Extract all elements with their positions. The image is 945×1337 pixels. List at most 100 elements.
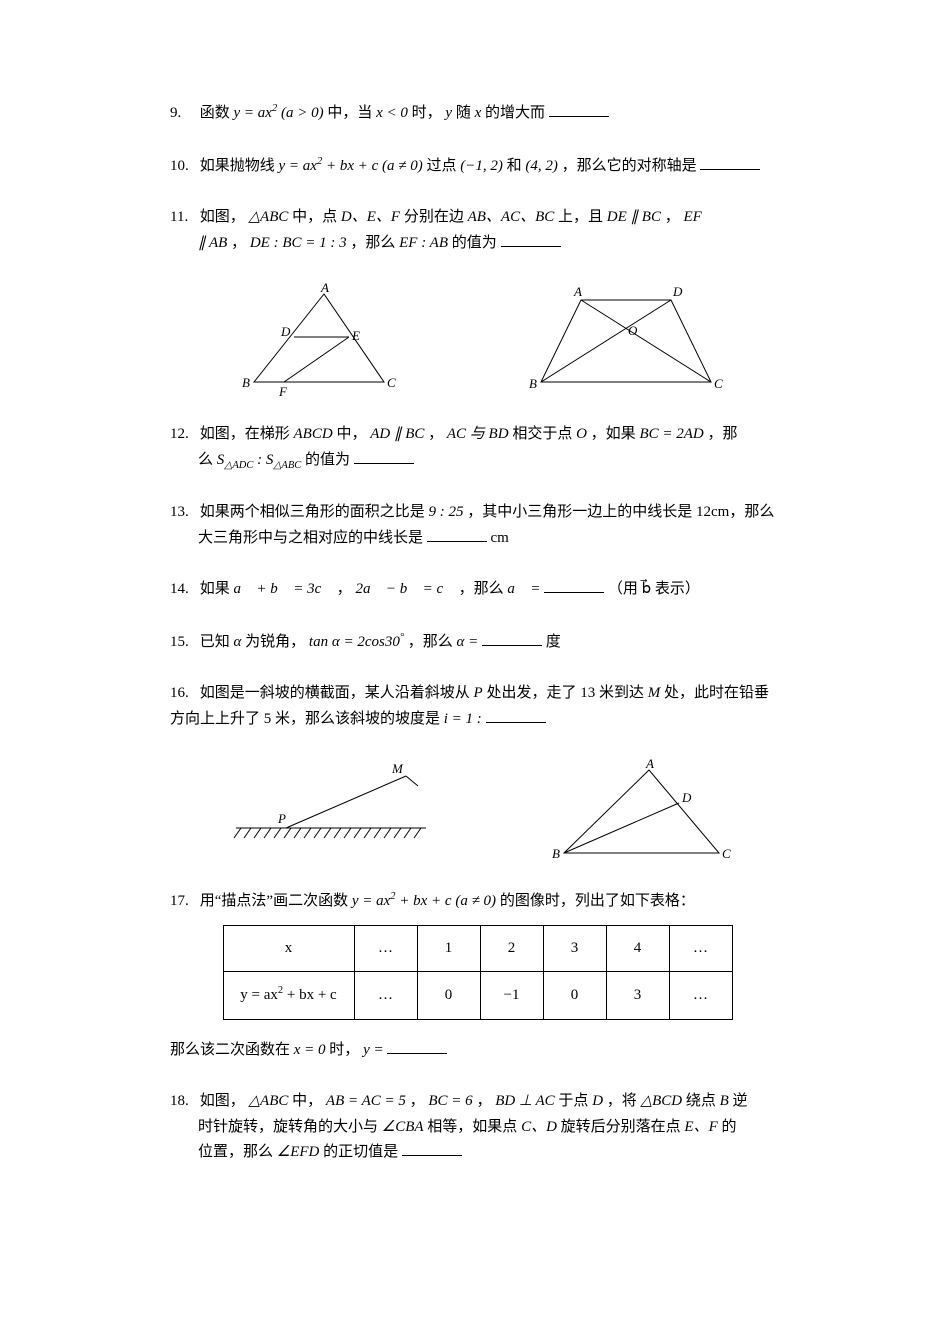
pt: P [474,685,483,701]
ratio: S△ADC : S△ABC [217,452,305,468]
text: 分别在边 [404,209,464,225]
text: 如图， [200,209,245,225]
answer-blank [354,448,414,464]
table-cell: −1 [480,972,543,1020]
answer-blank [544,577,604,593]
var: x [475,105,482,121]
table-cell: x [223,925,354,972]
label-C: C [714,376,723,391]
ask: a⃗ = [507,581,540,597]
text: （用 b⃗ 表示） [608,581,700,597]
text: ， [231,235,246,251]
eq: a⃗ + b⃗ = 3c⃗ [234,581,333,597]
figure-16-left: P M [216,758,446,848]
text: 的值为 [452,235,497,251]
label-D: D [672,284,683,299]
eq: BC = 2AD [639,426,703,442]
triangle: △BCD [641,1093,683,1109]
problem-number: 16. [170,681,196,707]
text: 的 [722,1119,737,1135]
text: 于点 [558,1093,588,1109]
text: ， [428,426,443,442]
var: α [234,634,242,650]
problem-12: 12. 如图，在梯形 ABCD 中， AD ∥ BC ， AC 与 BD 相交于… [170,422,785,474]
text: 如果 [200,581,230,597]
triangle: △ABC [249,1093,289,1109]
text: 中，当 [327,105,372,121]
formula: y = ax2 + bx + c (a ≠ 0) [352,893,500,909]
eq: tan α = 2cos30° [309,634,404,650]
unit: cm [491,530,509,546]
pt: (4, 2) [525,158,558,174]
answer-blank [387,1038,447,1054]
formula: y = ax2 + bx + c (a ≠ 0) [279,158,427,174]
problem-11: 11. 如图， △ABC 中，点 D、E、F 分别在边 AB、AC、BC 上，且… [170,205,785,256]
text: 逆 [733,1093,748,1109]
table-cell: … [669,925,732,972]
figure-12: A D B C O [521,282,731,402]
text: ，其中小三角形一边上的中线长是 12cm，那么 [467,504,774,520]
label-P: P [277,811,286,826]
text: ，那么 [350,235,395,251]
eq: AB = AC = 5 [326,1093,406,1109]
ratio-prefix: i = 1 : [444,711,482,727]
text: ， [665,209,680,225]
text: 旋转后分别落在点 [561,1119,681,1135]
figure-row-11-12: A B C D E F A D B C O [170,282,785,402]
data-table: x … 1 2 3 4 … y = ax2 + bx + c … 0 −1 0 … [223,925,733,1020]
problem-number: 9. [170,101,196,127]
eq: 2a⃗ − b⃗ = c⃗ [355,581,454,597]
points: D、E、F [341,209,400,225]
unit: 度 [546,634,561,650]
problem-number: 12. [170,422,196,448]
pt: B [720,1093,729,1109]
ask: EF : AB [399,235,448,251]
answer-blank [486,707,546,723]
label-O: O [628,323,638,338]
text: 时， [329,1042,359,1058]
text: 位置，那么 [198,1144,273,1160]
problem-18: 18. 如图， △ABC 中， AB = AC = 5 ， BC = 6 ， B… [170,1089,785,1166]
text: 函数 [200,105,230,121]
text: ， [410,1093,425,1109]
label-M: M [391,761,404,776]
angle: ∠CBA [382,1119,424,1135]
table-cell: y = ax2 + bx + c [223,972,354,1020]
ask: y = [363,1042,384,1058]
label-B: B [242,375,250,390]
table-cell: 0 [417,972,480,1020]
text: 为锐角， [245,634,305,650]
answer-blank [700,154,760,170]
text: 用“描点法”画二次函数 [200,893,348,909]
text: 如果抛物线 [200,158,275,174]
text: 么 [198,452,213,468]
text: 如图，在梯形 [200,426,290,442]
text: 相交于点 [512,426,572,442]
table-row: x … 1 2 3 4 … [223,925,732,972]
problem-number: 17. [170,889,196,915]
answer-blank [501,231,561,247]
table-cell: … [354,972,417,1020]
text: ，那 [707,426,737,442]
table-cell: 3 [606,972,669,1020]
ratio: DE : BC = 1 : 3 [250,235,347,251]
text: 中，点 [292,209,337,225]
angle: ∠EFD [277,1144,320,1160]
text: 的增大而 [485,105,545,121]
table-cell: … [354,925,417,972]
text: 方向上上升了 5 米，那么该斜坡的坡度是 [170,711,440,727]
problem-10: 10. 如果抛物线 y = ax2 + bx + c (a ≠ 0) 过点 (−… [170,153,785,180]
problem-17: 17. 用“描点法”画二次函数 y = ax2 + bx + c (a ≠ 0)… [170,888,785,1063]
pt: M [648,685,661,701]
problem-14: 14. 如果 a⃗ + b⃗ = 3c⃗ ， 2a⃗ − b⃗ = c⃗ ，那么… [170,577,785,603]
label-A: A [645,758,654,771]
table-row: y = ax2 + bx + c … 0 −1 0 3 … [223,972,732,1020]
table-cell: 4 [606,925,669,972]
perp: BD ⊥ AC [495,1093,554,1109]
text: ， [337,581,352,597]
label-D: D [681,790,692,805]
text: 相等，如果点 [427,1119,517,1135]
table-cell: 1 [417,925,480,972]
problem-number: 18. [170,1089,196,1115]
figure-row-16: P M A B C D [170,758,785,868]
